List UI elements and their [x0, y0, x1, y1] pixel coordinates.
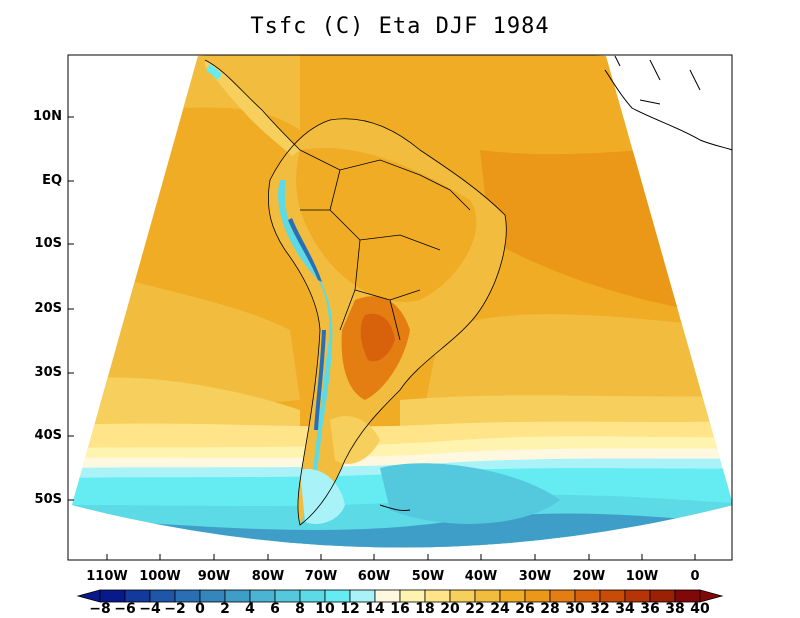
colorbar-label: 12	[340, 601, 360, 617]
colorbar-label: 26	[515, 601, 535, 617]
colorbar-label: 40	[690, 601, 710, 617]
andes-cold-strip	[278, 180, 333, 526]
colorbar-label: 38	[665, 601, 685, 617]
y-tick-label: EQ	[42, 173, 62, 188]
x-tick-label: 30W	[518, 569, 552, 584]
colorbar-label: 22	[465, 601, 485, 617]
colorbar-label: −2	[164, 601, 186, 617]
southern-cyan-blob	[380, 463, 560, 524]
x-tick-label: 60W	[357, 569, 391, 584]
central-america-cold-peaks	[206, 64, 222, 80]
colorbar-label: 0	[195, 601, 205, 617]
x-tick-label: 110W	[86, 569, 128, 584]
y-tick-label: 10N	[33, 109, 62, 124]
colorbar-label: 28	[540, 601, 560, 617]
x-tick-label: 70W	[304, 569, 338, 584]
x-tick-label: 90W	[197, 569, 231, 584]
colorbar-label: 30	[565, 601, 585, 617]
colorbar-label: 32	[590, 601, 610, 617]
y-tick-label: 10S	[34, 236, 62, 251]
colorbar-label: 20	[440, 601, 460, 617]
colorbar-label: 10	[315, 601, 335, 617]
colorbar-label: 4	[245, 601, 255, 617]
x-tick-label: 40W	[464, 569, 498, 584]
africa-coastline	[604, 55, 732, 151]
colorbar-label: 6	[270, 601, 280, 617]
colorbar-label: −4	[139, 601, 161, 617]
plot-frame	[67, 54, 733, 561]
colorbar-label: 2	[220, 601, 230, 617]
colorbar-label: −8	[89, 601, 111, 617]
patagonia-land	[300, 469, 345, 525]
colorbar-label: 14	[365, 601, 385, 617]
pampas-cool-region	[330, 416, 380, 464]
model-domain	[72, 55, 732, 548]
y-tick-label: 50S	[34, 492, 62, 507]
colorbar-label: 16	[390, 601, 410, 617]
y-tick-label: 30S	[34, 365, 62, 380]
x-tick-label: 100W	[139, 569, 181, 584]
x-tick-label: 0	[690, 569, 700, 584]
colorbar-label: 18	[415, 601, 435, 617]
chaco-hottest-region	[360, 313, 395, 362]
central-america-land	[205, 60, 300, 156]
x-tick-label: 50W	[411, 569, 445, 584]
country-boundaries	[204, 59, 507, 526]
y-tick-label: 40S	[34, 428, 62, 443]
x-tick-label: 10W	[625, 569, 659, 584]
x-tick-label: 80W	[251, 569, 285, 584]
andes-deep-cold	[288, 218, 326, 430]
colorbar-label: 24	[490, 601, 510, 617]
colorbar-label: 36	[640, 601, 660, 617]
x-tick-label: 20W	[572, 569, 606, 584]
colorbar-label: 34	[615, 601, 635, 617]
amazon-warm-land	[296, 148, 477, 302]
y-axis-ticks	[68, 116, 74, 501]
map-title: Tsfc (C) Eta DJF 1984	[250, 14, 550, 39]
y-tick-label: 20S	[34, 301, 62, 316]
southern-deep-band	[72, 513, 732, 548]
colorbar-label: −6	[114, 601, 136, 617]
x-axis-ticks	[106, 554, 696, 560]
colorbar-label: 8	[295, 601, 305, 617]
